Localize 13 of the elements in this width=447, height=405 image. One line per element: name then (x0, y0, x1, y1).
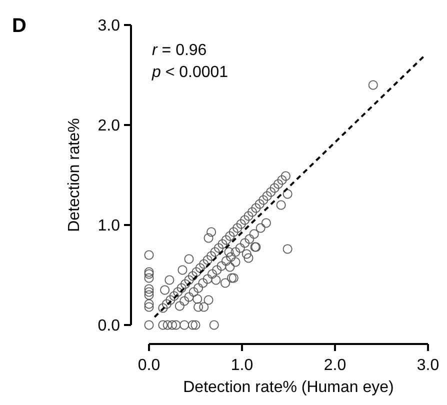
x-axis-title: Detection rate% (Human eye) (183, 379, 394, 396)
x-tick-label: 2.0 (324, 357, 346, 374)
y-axis-title: Detection rate% (66, 118, 83, 232)
text: D (12, 15, 26, 37)
annotation: p < 0.0001 (151, 64, 228, 81)
y-tick-label: 2.0 (98, 118, 120, 135)
x-tick-label: 1.0 (230, 357, 254, 374)
y-tick-label: 3.0 (98, 18, 120, 35)
x-tick-label: 0.0 (138, 357, 160, 374)
y-tick-label: 1.0 (98, 218, 120, 235)
y-tick-label: 0.0 (98, 318, 120, 335)
annotation: r = 0.96 (152, 42, 207, 59)
x-tick-label: 3.0 (416, 357, 440, 374)
